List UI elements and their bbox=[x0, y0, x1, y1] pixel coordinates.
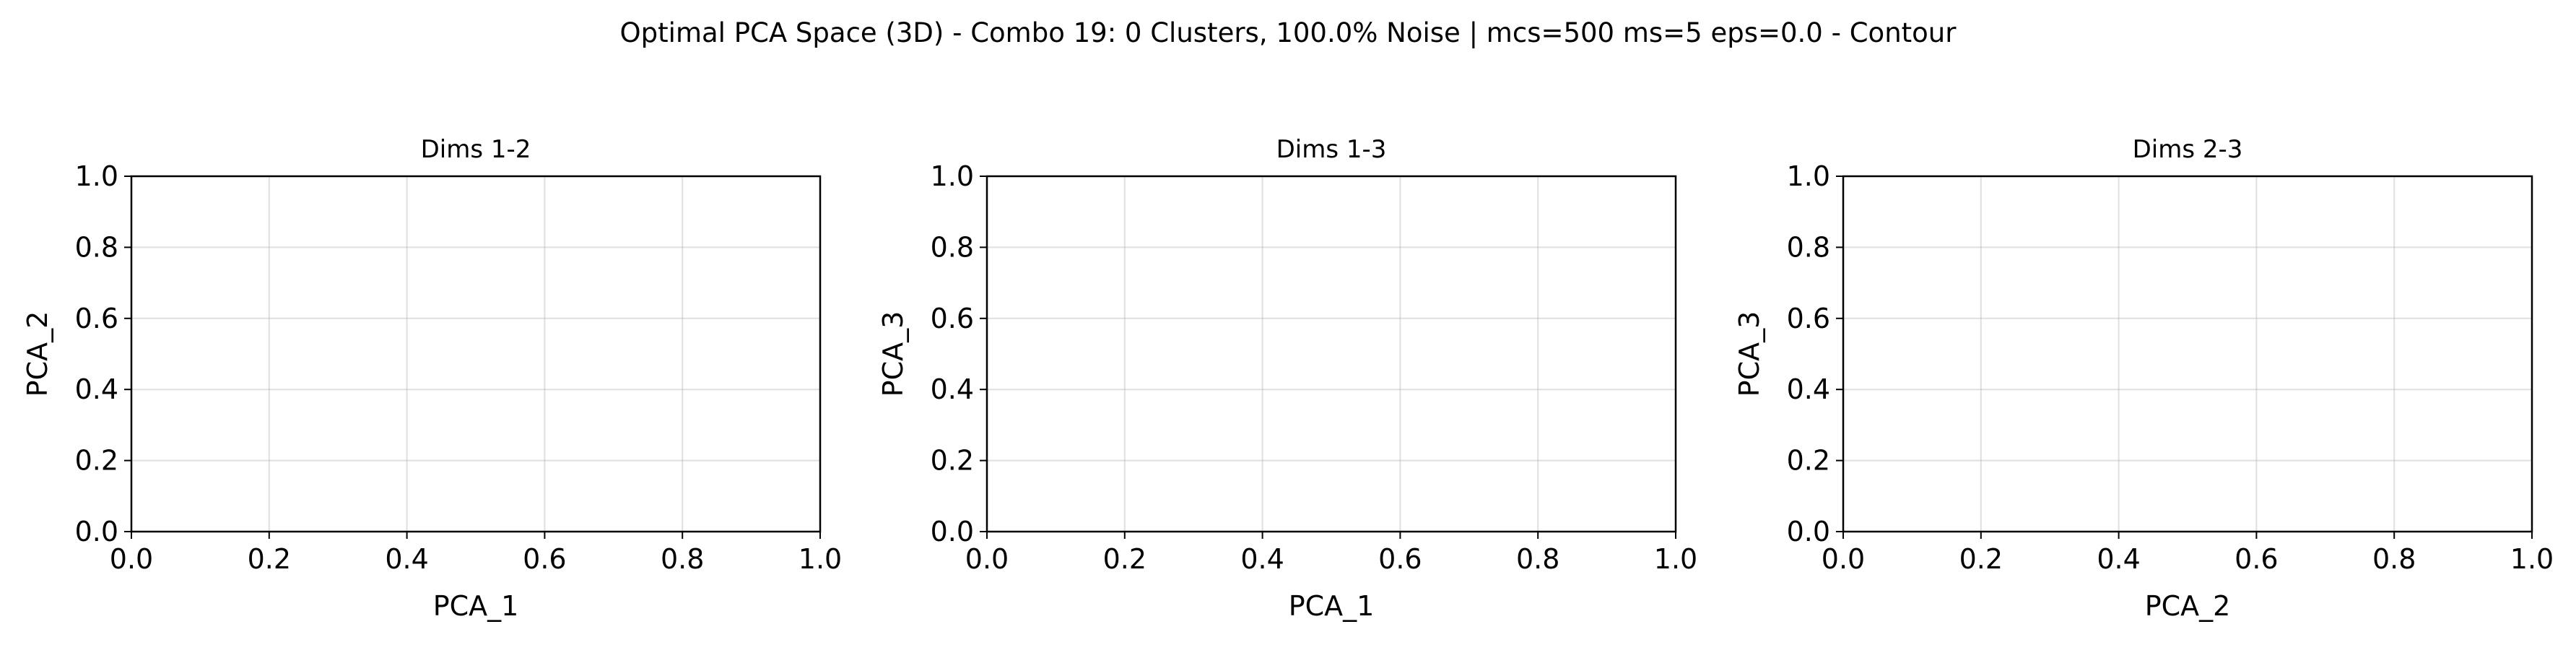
x-tick-label: 0.0 bbox=[1822, 543, 1865, 575]
x-tick-label: 0.6 bbox=[1378, 543, 1422, 575]
y-tick-label: 0.2 bbox=[931, 445, 974, 477]
x-axis-label: PCA_2 bbox=[2145, 590, 2231, 622]
x-axis-label: PCA_1 bbox=[1289, 590, 1375, 622]
y-tick-label: 0.6 bbox=[1787, 303, 1830, 334]
y-axis-label: PCA_2 bbox=[22, 311, 53, 397]
x-tick-label: 0.8 bbox=[661, 543, 704, 575]
axes-frame bbox=[130, 175, 822, 533]
x-tick-label: 0.4 bbox=[2097, 543, 2140, 575]
x-tick-label: 0.6 bbox=[2235, 543, 2278, 575]
y-tick-label: 0.2 bbox=[1787, 445, 1830, 477]
subplot-title: Dims 2-3 bbox=[2133, 135, 2243, 164]
y-tick-label: 0.0 bbox=[931, 516, 974, 547]
x-tick-label: 1.0 bbox=[2510, 543, 2554, 575]
y-tick-label: 0.4 bbox=[75, 373, 118, 405]
y-tick-label: 0.0 bbox=[1787, 516, 1830, 547]
subplot-3: 0.0 0.2 0.4 0.6 0.8 1.0 0.0 0.2 0.4 0.6 0.8 1.0 Dims… bbox=[1733, 135, 2554, 622]
x-tick-label: 0.4 bbox=[1240, 543, 1284, 575]
x-tick-label: 0.6 bbox=[523, 543, 566, 575]
axes-frame bbox=[985, 175, 1677, 533]
y-axis-label: PCA_3 bbox=[1733, 311, 1765, 397]
y-tick-label: 0.2 bbox=[75, 445, 118, 477]
x-tick-label: 1.0 bbox=[799, 543, 842, 575]
y-tick-label: 1.0 bbox=[1787, 160, 1830, 192]
x-axis-label: PCA_1 bbox=[433, 590, 519, 622]
subplot-title: Dims 1-3 bbox=[1276, 135, 1387, 164]
subplot-1: 0.0 0.2 0.4 0.6 0.8 1.0 0.0 0.2 0.4 0.6 0.8 1.0 Dims… bbox=[22, 135, 842, 622]
y-tick-label: 0.6 bbox=[931, 303, 974, 334]
figure-suptitle: Optimal PCA Space (3D) - Combo 19: 0 Clu… bbox=[620, 17, 1957, 48]
y-tick-label: 0.8 bbox=[75, 231, 118, 263]
y-tick-label: 0.6 bbox=[75, 303, 118, 334]
y-tick-label: 1.0 bbox=[75, 160, 118, 192]
y-tick-label: 0.8 bbox=[931, 231, 974, 263]
y-tick-label: 0.8 bbox=[1787, 231, 1830, 263]
y-tick-label: 0.4 bbox=[1787, 373, 1830, 405]
x-tick-label: 0.2 bbox=[1103, 543, 1146, 575]
x-tick-label: 0.0 bbox=[965, 543, 1009, 575]
subplot-title: Dims 1-2 bbox=[421, 135, 531, 164]
x-tick-label: 0.4 bbox=[385, 543, 428, 575]
y-axis-label: PCA_3 bbox=[877, 311, 909, 397]
subplot-panels: 0.0 0.2 0.4 0.6 0.8 1.0 0.0 0.2 0.4 0.6 0.8 1.0 Dims… bbox=[22, 135, 2554, 622]
x-tick-label: 0.8 bbox=[1516, 543, 1559, 575]
axes-frame bbox=[1842, 175, 2533, 533]
subplot-2: 0.0 0.2 0.4 0.6 0.8 1.0 0.0 0.2 0.4 0.6 0.8 1.0 Dims… bbox=[877, 135, 1697, 622]
y-tick-label: 1.0 bbox=[931, 160, 974, 192]
x-tick-label: 0.8 bbox=[2372, 543, 2416, 575]
y-tick-label: 0.0 bbox=[75, 516, 118, 547]
x-tick-label: 0.2 bbox=[248, 543, 291, 575]
x-tick-label: 1.0 bbox=[1654, 543, 1697, 575]
y-tick-label: 0.4 bbox=[931, 373, 974, 405]
x-tick-label: 0.0 bbox=[110, 543, 153, 575]
x-tick-label: 0.2 bbox=[1959, 543, 2003, 575]
